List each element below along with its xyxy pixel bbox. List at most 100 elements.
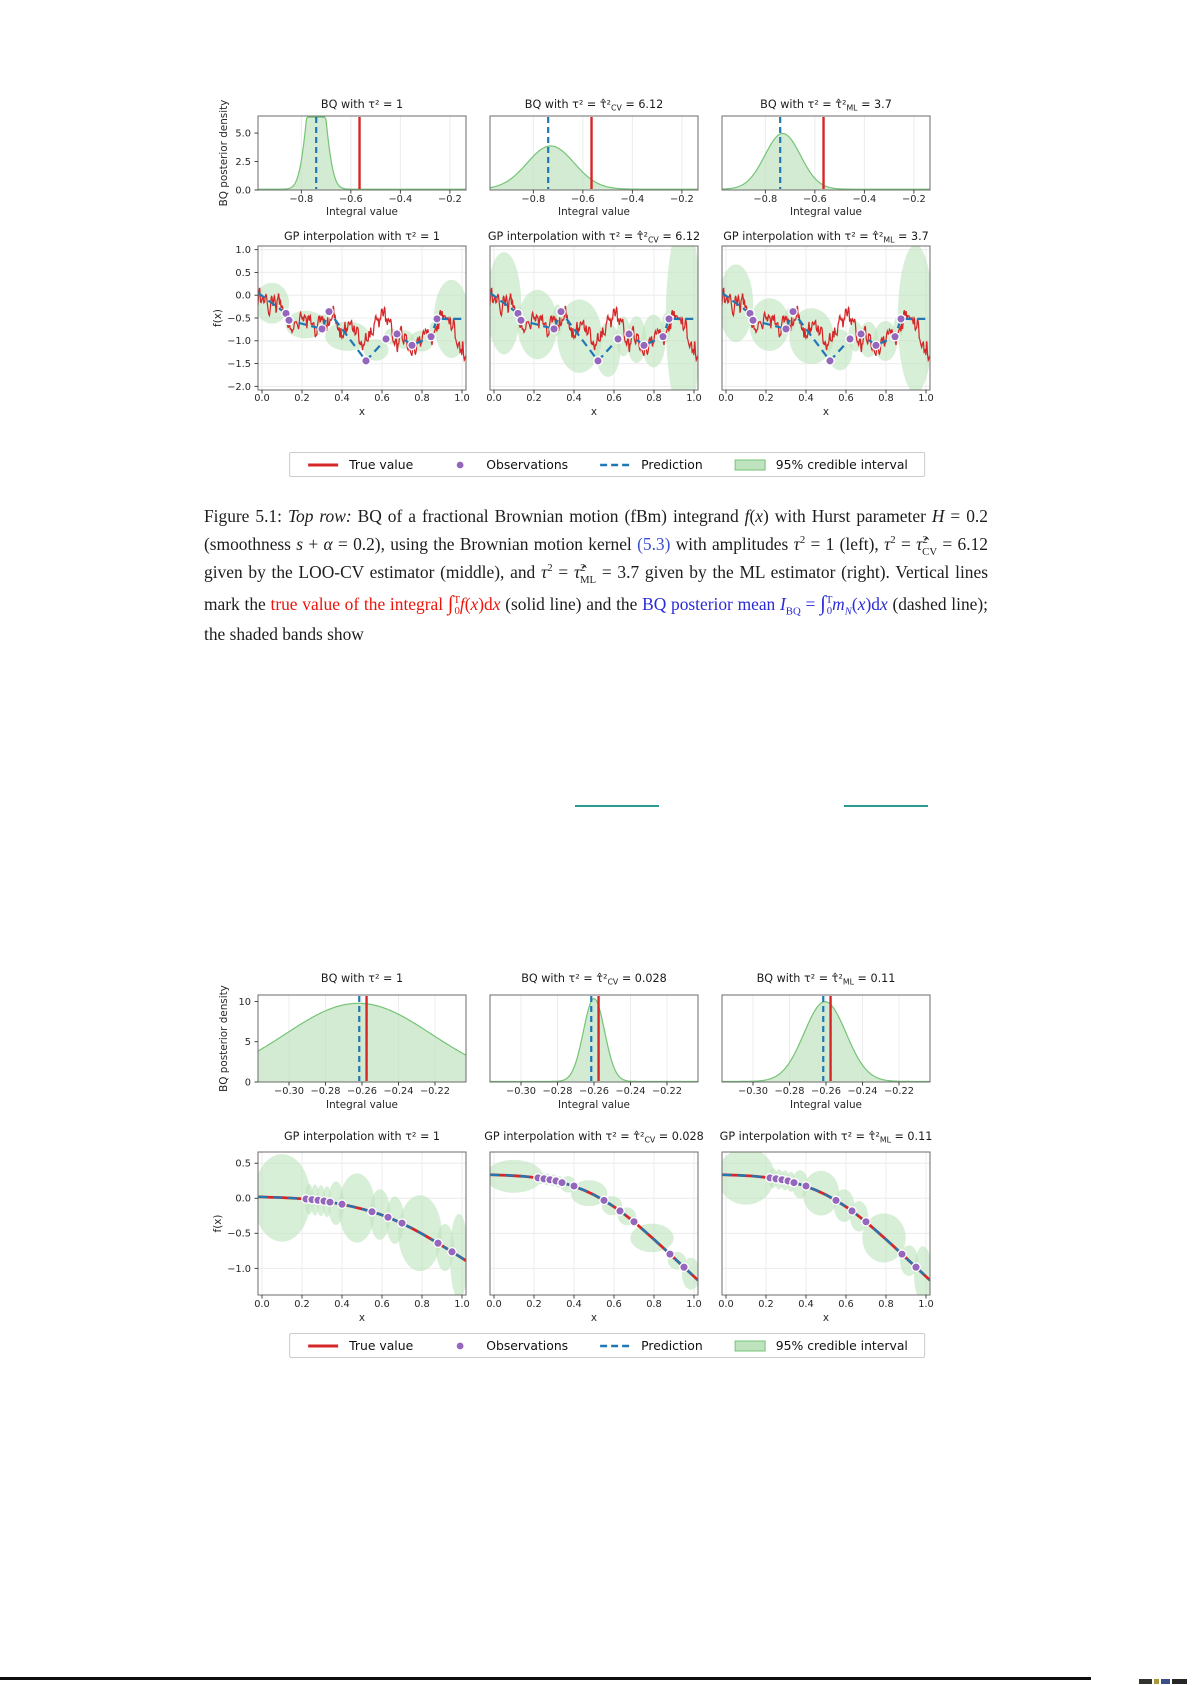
caption-segment: α: [323, 534, 333, 555]
top-figure-bq-panel-3: −0.8 −0.6 −0.4 −0.2 Integral value BQ with τ²…: [721, 98, 931, 218]
x-tick-label: 0.0: [486, 1299, 502, 1310]
bq-density-curve: [258, 116, 466, 190]
x-tick-label: −0.8: [289, 194, 313, 205]
x-tick-label: 0.6: [374, 393, 390, 404]
true-function-line: [258, 287, 466, 363]
caption-segment: (: [851, 593, 858, 614]
legend-label: True value: [349, 1338, 414, 1353]
caption-segment: (dashed line); the shaded bands show: [204, 593, 988, 645]
caption-segment: (: [464, 593, 471, 614]
x-tick-label: 0.0: [254, 1299, 270, 1310]
true-function-line: [490, 287, 698, 363]
caption-segment: )d: [865, 593, 880, 614]
caption-segment: Figure 5.1:: [204, 506, 288, 526]
x-tick-label: −0.28: [542, 1086, 572, 1097]
legend-label: Observations: [486, 457, 569, 472]
caption-segment: x: [857, 593, 866, 614]
x-tick-label: 0.8: [414, 393, 430, 404]
caption-segment: 2: [547, 562, 553, 575]
observations: [513, 306, 674, 366]
panel-title: BQ with τ² = τ̂²CV = 0.028: [521, 972, 667, 987]
gp-y-axis-label: f(x): [212, 1215, 224, 1233]
x-tick-label: 1.0: [686, 1299, 702, 1310]
x-tick-label: 0.0: [718, 1299, 734, 1310]
panel-title: BQ with τ² = τ̂²CV = 6.12: [525, 98, 663, 113]
x-tick-label: 0.8: [646, 393, 662, 404]
x-tick-label: −0.30: [274, 1086, 304, 1097]
x-tick-label: 0.2: [294, 1299, 310, 1310]
caption-segment: =: [552, 562, 574, 583]
legend-label: 95% credible interval: [775, 1338, 908, 1353]
bottom-figure-gp-panel-3: 0.0 0.2 0.4 0.6 0.8 1.0 x GP interpolation with…: [718, 1130, 934, 1324]
bq-density-area: [258, 1003, 466, 1082]
legend-dot-swatch-icon: [456, 461, 464, 468]
panel-title: GP interpolation with τ² = τ̂²ML = 0.11: [720, 1130, 933, 1145]
x-tick-label: −0.30: [738, 1086, 768, 1097]
observations: [281, 306, 442, 366]
x-tick-label: 0.2: [526, 1299, 542, 1310]
caption-segment: f: [459, 593, 465, 614]
caption-segment: =: [895, 534, 917, 555]
caption-segment: T: [453, 593, 461, 606]
caption-segment: 0: [826, 605, 833, 618]
gp-x-axis-label: x: [591, 1312, 597, 1324]
clipped-footer-artifact: [1139, 1679, 1187, 1684]
gp-x-axis-label: x: [591, 406, 597, 418]
caption-segment: (: [749, 506, 756, 526]
x-tick-label: −0.24: [847, 1086, 877, 1097]
bq-density-curve: [257, 1002, 467, 1056]
caption-segment: with amplitudes: [670, 534, 794, 555]
x-tick-label: 0.8: [646, 1299, 662, 1310]
x-tick-label: 0.4: [566, 393, 582, 404]
page-bottom-rule: [0, 1677, 1091, 1680]
y-tick-label: 0: [245, 1077, 251, 1088]
top-figure-gp-panel-1: 0.0 0.2 0.4 0.6 0.8 1.0 1.0 0.5 0.0 −0.5 −1.0 −1.5 −…: [212, 230, 470, 418]
caption-segment: 2: [799, 534, 806, 547]
top-figure-bq-panel-1: −0.8 −0.6 −0.4 −0.2 0.0 2.5 5.0 BQ posterior de…: [218, 98, 467, 218]
x-tick-label: 0.0: [254, 393, 270, 404]
x-tick-label: −0.6: [571, 194, 595, 205]
panel-title: BQ with τ² = 1: [321, 972, 403, 985]
caption-segment: s: [296, 534, 304, 555]
x-tick-label: 0.2: [526, 393, 542, 404]
x-tick-label: 0.8: [878, 393, 894, 404]
caption-segment: τ: [793, 534, 800, 555]
x-tick-label: −0.28: [310, 1086, 340, 1097]
x-tick-label: 0.6: [374, 1299, 390, 1310]
x-tick-label: −0.8: [521, 194, 545, 205]
caption-segment: τ: [540, 562, 548, 583]
legend-label: 95% credible interval: [775, 457, 908, 472]
bq-density-area: [490, 145, 698, 190]
legend-patch-swatch-icon: [734, 1340, 766, 1351]
bq-y-axis-label: BQ posterior density: [218, 985, 230, 1092]
prediction-line: [722, 1173, 930, 1282]
y-tick-label: 1.0: [235, 245, 251, 256]
x-tick-label: −0.30: [506, 1086, 536, 1097]
legend-item-true-value: True value: [306, 1338, 413, 1353]
x-tick-label: 1.0: [918, 1299, 934, 1310]
bq-x-axis-label: Integral value: [558, 206, 630, 218]
gp-x-axis-label: x: [359, 406, 365, 418]
panel-title: GP interpolation with τ² = 1: [284, 1130, 440, 1143]
caption-segment: τ̂: [573, 562, 581, 583]
top-figure-plots: −0.8 −0.6 −0.4 −0.2 0.0 2.5 5.0 BQ posterior de…: [212, 98, 934, 418]
bq-density-area: [722, 1001, 930, 1082]
y-tick-label: −2.0: [227, 382, 251, 393]
caption-segment: true value of the integral: [270, 593, 448, 614]
legend-item-95-credible-interval: 95% credible interval: [733, 1338, 908, 1353]
caption-segment: 2: [922, 534, 928, 547]
legend-item-prediction: Prediction: [598, 457, 703, 472]
caption-link-eq-5-3[interactable]: (5.3): [637, 534, 671, 555]
panel-title: GP interpolation with τ² = 1: [284, 230, 440, 243]
x-tick-label: 0.4: [334, 1299, 350, 1310]
y-tick-label: 0.5: [235, 1159, 251, 1170]
caption-segment: BQ: [785, 605, 801, 618]
bq-x-axis-label: Integral value: [558, 1099, 630, 1111]
x-tick-label: 1.0: [454, 393, 470, 404]
legend-item-95-credible-interval: 95% credible interval: [733, 457, 908, 472]
y-tick-label: 0.5: [235, 268, 251, 279]
bq-density-curve: [489, 145, 698, 190]
x-tick-label: −0.22: [884, 1086, 914, 1097]
bq-x-axis-label: Integral value: [790, 1099, 862, 1111]
